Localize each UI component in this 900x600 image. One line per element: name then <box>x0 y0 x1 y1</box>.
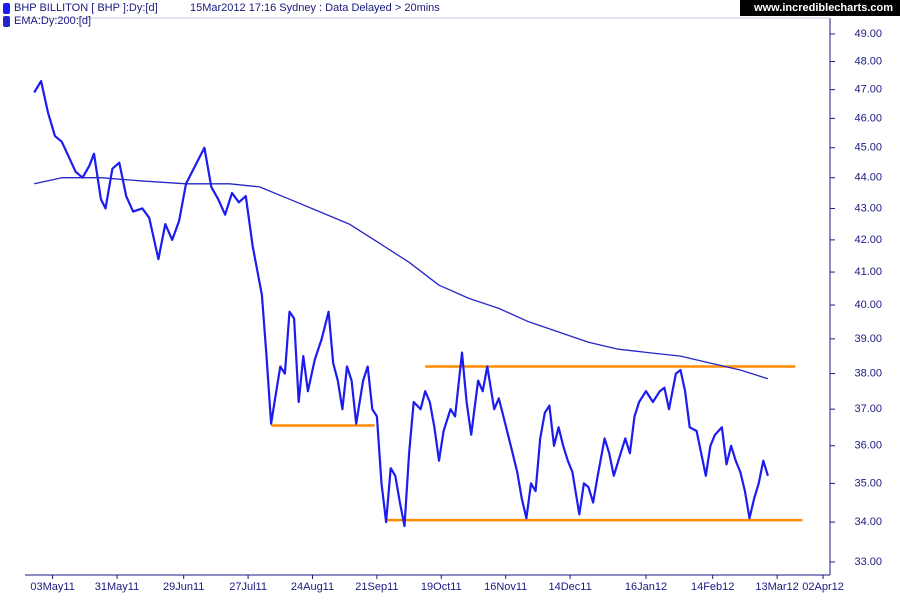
y-tick-label: 47.00 <box>854 84 882 96</box>
x-tick-label: 16Nov11 <box>484 581 527 593</box>
y-tick-label: 37.00 <box>854 403 882 415</box>
y-tick-label: 38.00 <box>854 367 882 379</box>
x-tick-label: 19Oct11 <box>421 581 462 593</box>
x-tick-label: 14Dec11 <box>548 581 591 593</box>
legend-swatch <box>3 3 10 14</box>
x-tick-label: 14Feb12 <box>691 581 734 593</box>
x-tick-label: 03May11 <box>30 581 74 593</box>
y-tick-label: 33.00 <box>854 556 882 568</box>
y-tick-label: 43.00 <box>854 202 882 214</box>
x-tick-label: 02Apr12 <box>802 581 844 593</box>
legend-swatch <box>3 16 10 27</box>
y-tick-label: 39.00 <box>854 333 882 345</box>
legend-label: EMA:Dy:200:[d] <box>14 15 91 27</box>
y-tick-label: 35.00 <box>854 477 882 489</box>
y-tick-label: 48.00 <box>854 55 882 67</box>
y-tick-label: 40.00 <box>854 299 882 311</box>
x-tick-label: 29Jun11 <box>163 581 204 593</box>
legend-label: BHP BILLITON [ BHP ]:Dy:[d] <box>14 2 158 14</box>
x-tick-label: 16Jan12 <box>625 581 667 593</box>
x-tick-label: 13Mar12 <box>755 581 798 593</box>
y-tick-label: 46.00 <box>854 112 882 124</box>
y-tick-label: 49.00 <box>854 28 882 40</box>
y-tick-label: 41.00 <box>854 266 882 278</box>
y-tick-label: 36.00 <box>854 440 882 452</box>
x-tick-label: 27Jul11 <box>229 581 267 593</box>
watermark-bg <box>740 0 900 16</box>
chart-title: 15Mar2012 17:16 Sydney : Data Delayed > … <box>190 2 440 14</box>
x-tick-label: 31May11 <box>95 581 139 593</box>
y-tick-label: 34.00 <box>854 516 882 528</box>
y-tick-label: 42.00 <box>854 234 882 246</box>
price-line <box>33 80 769 528</box>
x-tick-label: 21Sep11 <box>355 581 398 593</box>
y-tick-label: 44.00 <box>854 172 882 184</box>
price-line <box>34 177 769 380</box>
x-tick-label: 24Aug11 <box>291 581 334 593</box>
y-tick-label: 45.00 <box>854 142 882 154</box>
watermark: www.incrediblecharts.com <box>753 2 893 14</box>
